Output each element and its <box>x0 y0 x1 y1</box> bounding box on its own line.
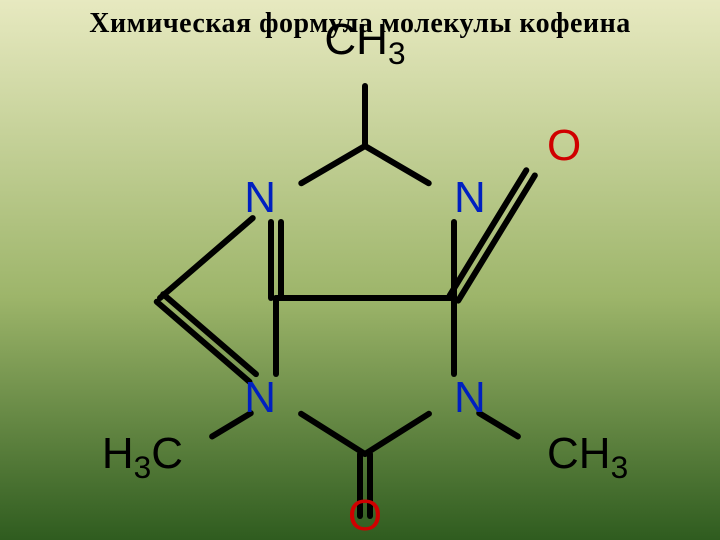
atom-H3C_l: H3C <box>102 432 183 476</box>
atom-O_b: O <box>348 494 382 538</box>
atom-N_ll: N <box>244 376 276 420</box>
atom-CH3_top: CH3 <box>324 18 405 62</box>
atom-N_ur: N <box>454 176 486 220</box>
atom-N_lr: N <box>454 376 486 420</box>
atom-CH3_r: CH3 <box>547 432 628 476</box>
slide-stage: Химическая формула молекулы кофеина NNNN… <box>0 0 720 540</box>
atom-N_ul: N <box>244 176 276 220</box>
atom-O_tr: O <box>547 124 581 168</box>
